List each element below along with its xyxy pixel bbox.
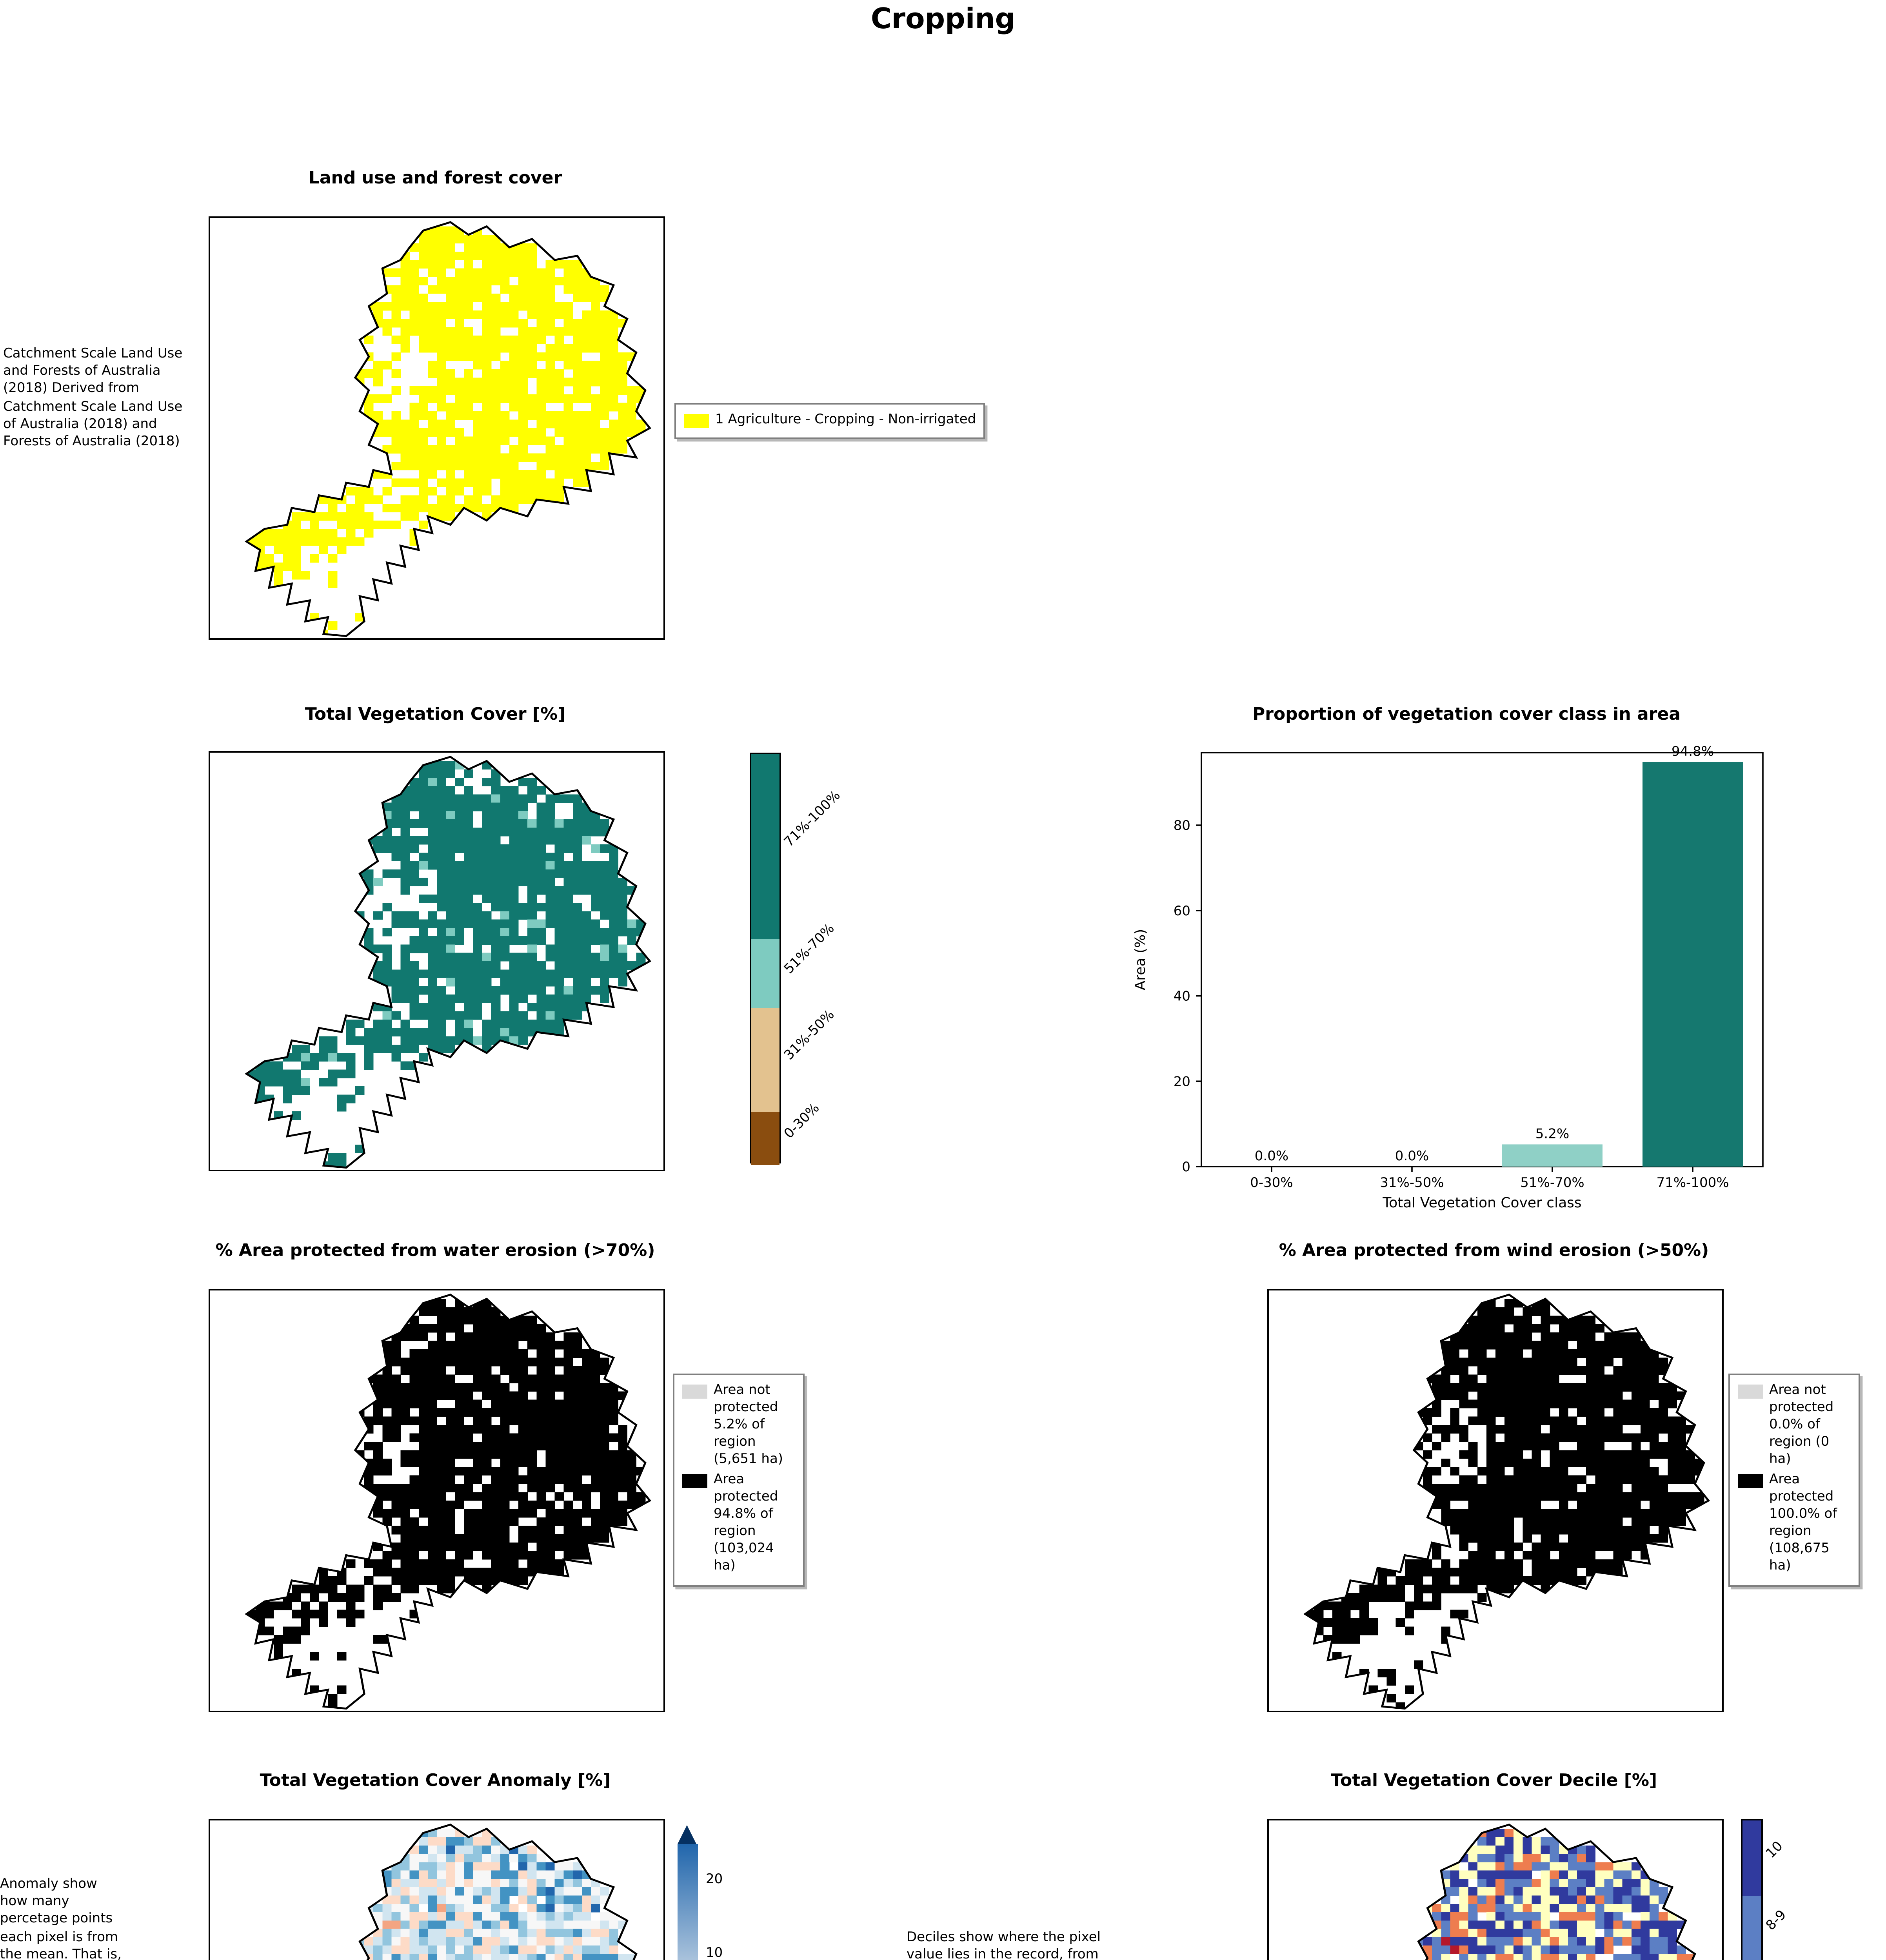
colorbar-segment xyxy=(751,1111,779,1165)
water-protected-swatch xyxy=(682,1474,707,1488)
proportion-bar-chart: 0 20 40 60 80 0.0% 0-30% 0.0% 31%-50% 5.2% 51%-70%… xyxy=(1132,744,1764,1211)
svg-text:51%-70%: 51%-70% xyxy=(1520,1175,1584,1191)
svg-text:40: 40 xyxy=(1174,989,1190,1004)
svg-text:0-30%: 0-30% xyxy=(1250,1175,1293,1191)
decile-colorbar: 108-94-72-31 xyxy=(1741,1819,1835,1960)
wind-erosion-legend: Area not protected 0.0% of region (0 ha)… xyxy=(1728,1374,1860,1586)
colorbar-label: 71%-100% xyxy=(781,788,845,851)
colorbar-segment xyxy=(751,939,779,1009)
water-erosion-panel-title: % Area protected from water erosion (>70… xyxy=(215,1240,655,1261)
colorbar-tick-label: 10 xyxy=(706,1946,723,1960)
landuse-map xyxy=(209,216,665,640)
legend-item: Area protected 100.0% of region (108,675… xyxy=(1738,1473,1851,1577)
water-erosion-map-raster xyxy=(244,1294,652,1710)
anomaly-map-raster xyxy=(355,1823,638,1960)
wind-protected-label: Area protected 100.0% of region (108,675… xyxy=(1769,1472,1837,1575)
svg-text:Area (%): Area (%) xyxy=(1132,929,1148,991)
colorbar-label: 0-30% xyxy=(781,1101,823,1143)
wind-not-protected-swatch xyxy=(1738,1385,1763,1399)
anomaly-colorbar: 20100−10−20 xyxy=(678,1825,772,1960)
decile-panel-title: Total Vegetation Cover Decile [%] xyxy=(1330,1770,1657,1791)
wind-erosion-panel-title: % Area protected from wind erosion (>50%… xyxy=(1279,1240,1709,1261)
water-not-protected-swatch xyxy=(682,1385,707,1399)
decile-note: Deciles show where the pixel value lies … xyxy=(907,1930,1101,1960)
svg-text:5.2%: 5.2% xyxy=(1535,1126,1569,1142)
svg-text:80: 80 xyxy=(1174,818,1190,833)
legend-item: Area protected 94.8% of region (103,024 … xyxy=(682,1473,795,1577)
decile-map xyxy=(1267,1819,1724,1960)
colorbar-arrow-up xyxy=(678,1825,696,1844)
wind-erosion-map xyxy=(1267,1289,1724,1712)
colorbar-label: 31%-50% xyxy=(781,1008,838,1064)
anomaly-note: Anomaly show how many percetage points e… xyxy=(0,1877,122,1960)
vegcover-panel-title: Total Vegetation Cover [%] xyxy=(305,704,566,724)
vegcover-map xyxy=(209,751,665,1171)
landuse-map-raster xyxy=(244,221,652,637)
svg-text:Total Vegetation Cover class: Total Vegetation Cover class xyxy=(1382,1195,1581,1211)
colorbar-tick-label: 20 xyxy=(706,1873,723,1889)
vegcover-colorbar: 71%-100% 51%-70% 31%-50% 0-30% xyxy=(750,753,859,1167)
svg-text:31%-50%: 31%-50% xyxy=(1380,1175,1444,1191)
landuse-panel-title: Land use and forest cover xyxy=(308,168,562,188)
decile-map-raster xyxy=(1414,1823,1696,1960)
legend-item: 1 Agriculture - Cropping - Non-irrigated xyxy=(684,412,976,430)
anomaly-panel-title: Total Vegetation Cover Anomaly [%] xyxy=(260,1770,611,1791)
svg-text:0.0%: 0.0% xyxy=(1255,1148,1288,1164)
anomaly-map xyxy=(209,1819,665,1960)
legend-item: Area not protected 5.2% of region (5,651… xyxy=(682,1383,795,1470)
water-erosion-legend: Area not protected 5.2% of region (5,651… xyxy=(673,1374,805,1586)
colorbar-label: 10 xyxy=(1763,1838,1787,1862)
water-not-protected-label: Area not protected 5.2% of region (5,651… xyxy=(714,1383,783,1468)
vegcover-map-raster xyxy=(244,755,652,1169)
legend-item: Area not protected 0.0% of region (0 ha) xyxy=(1738,1383,1851,1470)
svg-text:60: 60 xyxy=(1174,903,1190,919)
water-protected-label: Area protected 94.8% of region (103,024 … xyxy=(714,1472,778,1575)
svg-text:20: 20 xyxy=(1174,1074,1190,1089)
colorbar-segment xyxy=(1742,1820,1761,1896)
page-title: Cropping xyxy=(870,3,1016,36)
colorbar-segment xyxy=(1742,1895,1761,1960)
water-erosion-map xyxy=(209,1289,665,1712)
colorbar-segment xyxy=(751,1009,779,1112)
colorbar-label: 8-9 xyxy=(1763,1908,1790,1935)
landuse-legend: 1 Agriculture - Cropping - Non-irrigated xyxy=(674,403,986,439)
svg-text:94.8%: 94.8% xyxy=(1672,744,1714,759)
wind-not-protected-label: Area not protected 0.0% of region (0 ha) xyxy=(1769,1383,1834,1468)
colorbar-segment xyxy=(751,754,779,939)
proportion-chart-title: Proportion of vegetation cover class in … xyxy=(1252,704,1681,724)
landuse-source-note: Catchment Scale Land Use and Forests of … xyxy=(3,347,183,450)
colorbar-label: 51%-70% xyxy=(781,921,838,978)
svg-text:71%-100%: 71%-100% xyxy=(1656,1175,1729,1191)
landuse-legend-label: 1 Agriculture - Cropping - Non-irrigated xyxy=(715,412,976,428)
svg-text:0.0%: 0.0% xyxy=(1395,1148,1429,1164)
wind-protected-swatch xyxy=(1738,1474,1763,1488)
svg-text:0: 0 xyxy=(1182,1159,1190,1175)
colorbar-gradient xyxy=(678,1844,698,1960)
wind-erosion-map-raster xyxy=(1303,1294,1710,1710)
landuse-legend-swatch xyxy=(684,414,709,428)
